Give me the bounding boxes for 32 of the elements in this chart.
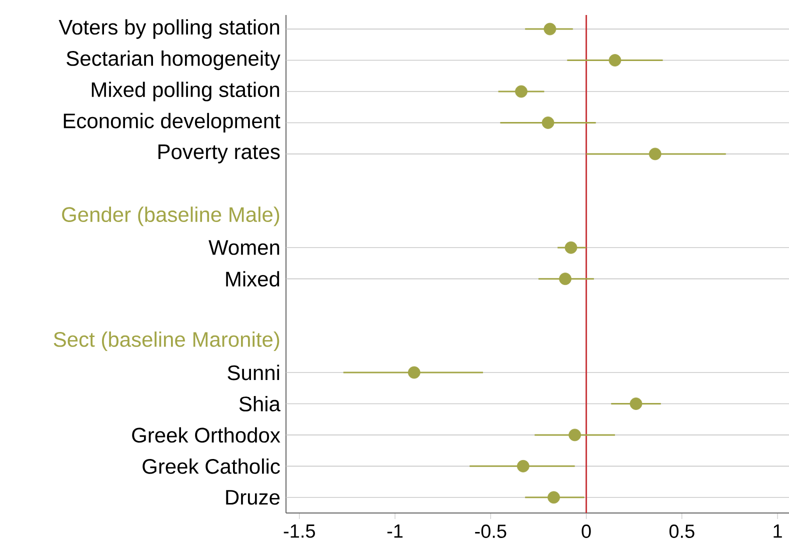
x-tick-label: -0.5 xyxy=(475,524,506,538)
point xyxy=(516,460,530,472)
x-tick-label: -1 xyxy=(387,524,403,538)
y-tick-label: Druze xyxy=(226,490,280,505)
x-tick-label: 0 xyxy=(582,524,591,538)
y-tick-label: Poverty rates xyxy=(158,144,280,164)
y-tick-label: Economic development xyxy=(64,112,280,133)
point xyxy=(564,241,578,254)
point xyxy=(630,398,642,410)
y-tick-label: Voters by polling station xyxy=(58,19,280,39)
point xyxy=(568,428,581,442)
point xyxy=(408,366,420,379)
point xyxy=(648,148,662,160)
point xyxy=(542,116,554,129)
point xyxy=(544,22,556,36)
y-tick-label: Greek Catholic xyxy=(142,458,280,474)
y-tick-label: Sectarian homogeneity xyxy=(66,50,280,70)
point xyxy=(515,85,528,98)
y-tick-label: Gender (baseline Male) xyxy=(62,206,280,226)
x-tick-label: -1.5 xyxy=(284,524,315,538)
y-tick-label: Sect (baseline Maronite) xyxy=(54,331,280,352)
point xyxy=(548,491,560,504)
y-tick-label: Mixed xyxy=(226,271,280,287)
point xyxy=(559,272,572,286)
y-tick-label: Shia xyxy=(239,396,280,412)
y-tick-label: Mixed polling station xyxy=(92,82,280,102)
point xyxy=(608,54,622,66)
y-tick-label: Women xyxy=(208,240,280,255)
y-tick-label: Greek Orthodox xyxy=(132,427,280,443)
x-tick-label: 1 xyxy=(774,524,782,538)
x-tick-label: 0.5 xyxy=(669,524,694,538)
y-tick-label: Sunni xyxy=(228,364,280,380)
